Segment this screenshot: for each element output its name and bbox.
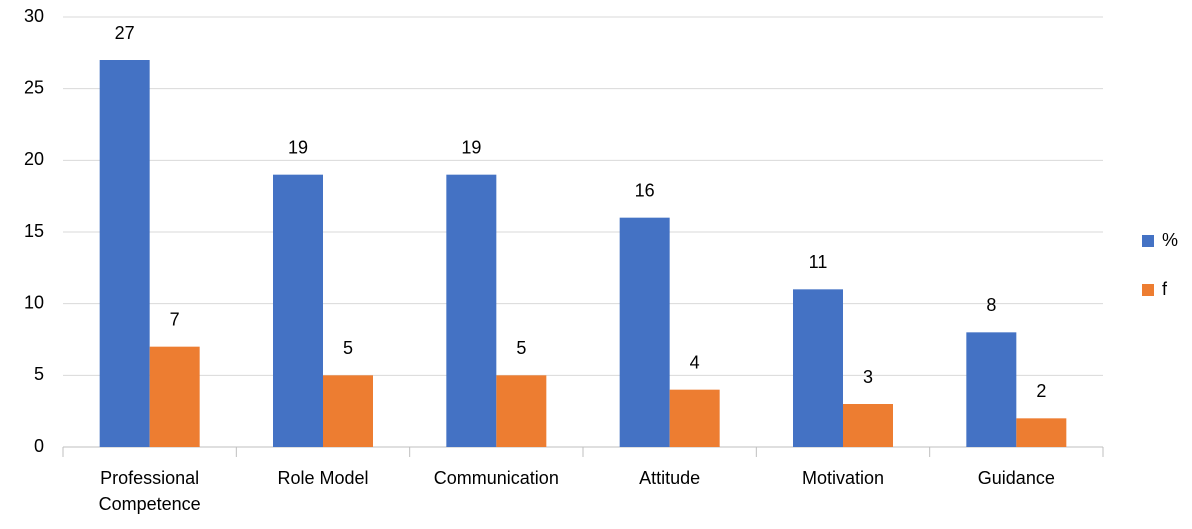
x-tick-label-box: Role Model — [277, 468, 369, 488]
y-tick-label: 20 — [24, 149, 44, 169]
x-tick-label-box: Communication — [433, 468, 559, 488]
bar — [446, 174, 497, 447]
y-tick-label: 5 — [34, 364, 44, 384]
bar — [669, 389, 720, 447]
bar — [323, 375, 373, 447]
data-label: 5 — [343, 338, 353, 358]
data-label: 2 — [1036, 381, 1046, 401]
x-tick-label: Communication — [433, 468, 559, 488]
data-label: 11 — [809, 252, 828, 272]
y-tick-label: 0 — [34, 436, 44, 456]
data-label: 19 — [288, 137, 308, 157]
data-label: 16 — [635, 180, 655, 200]
data-label: 4 — [690, 352, 700, 372]
y-tick-label: 15 — [24, 221, 44, 241]
x-tick-label: Professional Competence — [98, 468, 201, 514]
x-tick-label: Role Model — [277, 468, 369, 488]
bar — [1016, 418, 1067, 447]
legend-label: f — [1162, 279, 1168, 299]
bar — [273, 174, 323, 447]
data-label: 19 — [461, 137, 481, 157]
data-label: 5 — [516, 338, 526, 358]
data-label: 27 — [115, 23, 135, 43]
bar — [843, 404, 893, 447]
data-label: 8 — [986, 295, 996, 315]
bar — [619, 217, 670, 447]
x-tick-label: Motivation — [801, 468, 885, 488]
data-label: 7 — [170, 309, 180, 329]
legend-swatch — [1142, 284, 1154, 296]
legend-label: % — [1162, 230, 1178, 250]
bar — [149, 346, 200, 447]
y-tick-label: 10 — [24, 292, 44, 312]
data-label: 3 — [863, 367, 873, 387]
bar — [793, 289, 843, 447]
x-tick-label-box: Professional Competence — [98, 468, 201, 514]
bar — [99, 60, 150, 447]
y-tick-label: 30 — [24, 6, 44, 26]
bar — [966, 332, 1017, 447]
x-tick-label-box: Guidance — [977, 468, 1055, 488]
x-tick-label: Guidance — [977, 468, 1055, 488]
legend-swatch — [1142, 235, 1154, 247]
x-tick-label: Attitude — [639, 468, 701, 488]
x-tick-label-box: Motivation — [801, 468, 885, 488]
bar — [496, 375, 547, 447]
x-tick-label-box: Attitude — [639, 468, 701, 488]
y-tick-label: 25 — [24, 77, 44, 97]
